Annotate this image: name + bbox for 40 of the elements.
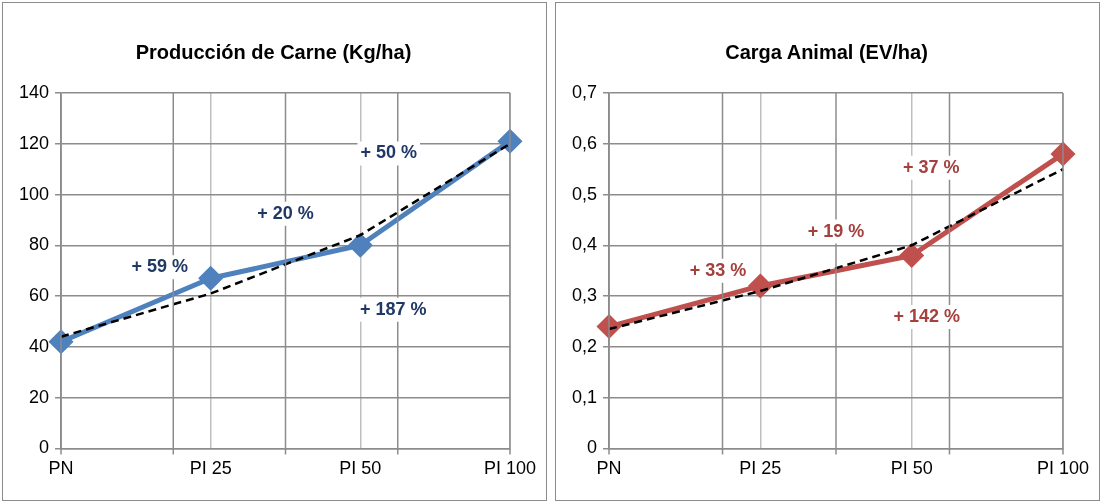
annotation: + 50 % (360, 142, 418, 163)
y-tick-label: 60 (29, 285, 50, 306)
chart-title: Producción de Carne (Kg/ha) (135, 40, 412, 63)
y-tick-label: 40 (29, 335, 50, 356)
y-tick-label: 0,7 (571, 81, 598, 102)
y-tick-label: 0,3 (571, 285, 598, 306)
x-tick-label: PI 100 (1036, 458, 1089, 479)
x-tick-label: PI 25 (739, 458, 782, 479)
annotation: + 33 % (689, 259, 747, 280)
y-tick-label: 120 (18, 132, 50, 153)
y-tick-label: 0,5 (571, 183, 598, 204)
y-tick-label: 0,2 (571, 335, 598, 356)
annotation: + 20 % (257, 202, 314, 223)
x-tick-label: PI 100 (483, 458, 536, 479)
annotation: + 187 % (359, 298, 427, 319)
point (348, 233, 372, 257)
point (49, 330, 73, 354)
y-tick-label: 0 (39, 437, 50, 458)
point (1051, 142, 1075, 166)
x-tick-label: PN (48, 458, 74, 479)
y-tick-label: 0,4 (571, 234, 598, 255)
x-tick-label: PI 50 (339, 458, 382, 479)
annotation: + 142 % (893, 305, 961, 326)
y-tick-label: 80 (29, 234, 50, 255)
point (199, 266, 223, 290)
point (748, 274, 772, 298)
annotation: + 37 % (903, 156, 960, 177)
x-tick-label: PI 50 (890, 458, 933, 479)
y-tick-label: 0,1 (571, 386, 598, 407)
y-tick-label: 140 (18, 81, 50, 102)
x-tick-label: PI 25 (189, 458, 232, 479)
annotation: + 59 % (131, 256, 189, 277)
point (900, 243, 924, 267)
y-tick-label: 20 (29, 386, 50, 407)
y-tick-label: 100 (18, 183, 50, 204)
x-tick-label: PN (596, 458, 622, 479)
annotation: + 19 % (807, 220, 865, 241)
y-tick-label: 0 (587, 437, 598, 458)
chart-title: Carga Animal (EV/ha) (725, 40, 928, 63)
y-tick-label: 0,6 (571, 132, 598, 153)
